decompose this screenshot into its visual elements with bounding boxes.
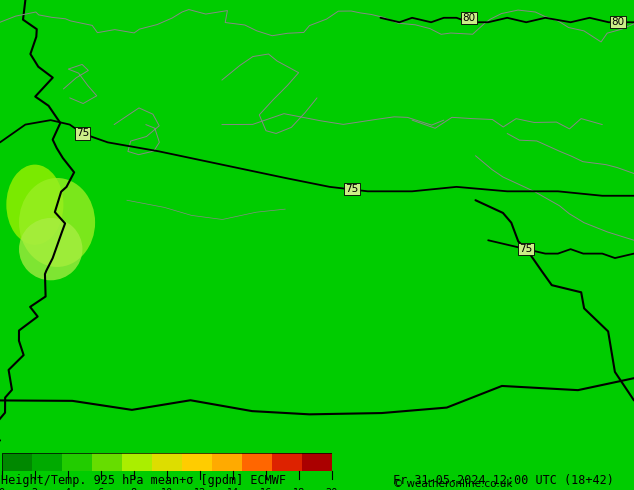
Bar <box>32 453 62 471</box>
Text: 2: 2 <box>32 488 38 490</box>
Bar <box>92 453 122 471</box>
Bar <box>122 453 152 471</box>
Text: 0: 0 <box>0 488 5 490</box>
Bar <box>62 453 92 471</box>
Text: Fr 31-05-2024 12:00 UTC (18+42): Fr 31-05-2024 12:00 UTC (18+42) <box>393 474 614 487</box>
Bar <box>212 453 242 471</box>
Bar <box>302 453 332 471</box>
Text: 6: 6 <box>98 488 104 490</box>
Text: © weatheronline.co.uk: © weatheronline.co.uk <box>393 479 512 489</box>
Ellipse shape <box>19 178 95 267</box>
Text: 14: 14 <box>226 488 239 490</box>
Text: 4: 4 <box>65 488 71 490</box>
Text: 10: 10 <box>160 488 173 490</box>
Text: Height/Temp. 925 hPa mean+σ [gpdm] ECMWF: Height/Temp. 925 hPa mean+σ [gpdm] ECMWF <box>1 474 287 487</box>
Text: 12: 12 <box>193 488 206 490</box>
Bar <box>271 453 302 471</box>
Bar <box>182 453 212 471</box>
Text: 80: 80 <box>612 17 624 27</box>
Text: 80: 80 <box>463 13 476 23</box>
Text: 20: 20 <box>325 488 338 490</box>
Text: 18: 18 <box>292 488 305 490</box>
Text: 16: 16 <box>259 488 272 490</box>
Text: 8: 8 <box>131 488 137 490</box>
Bar <box>2 453 32 471</box>
Ellipse shape <box>19 218 82 280</box>
Text: 75: 75 <box>76 128 89 139</box>
Bar <box>152 453 182 471</box>
Bar <box>242 453 271 471</box>
Ellipse shape <box>6 165 63 245</box>
Text: 75: 75 <box>346 184 358 194</box>
Text: 75: 75 <box>520 244 533 254</box>
